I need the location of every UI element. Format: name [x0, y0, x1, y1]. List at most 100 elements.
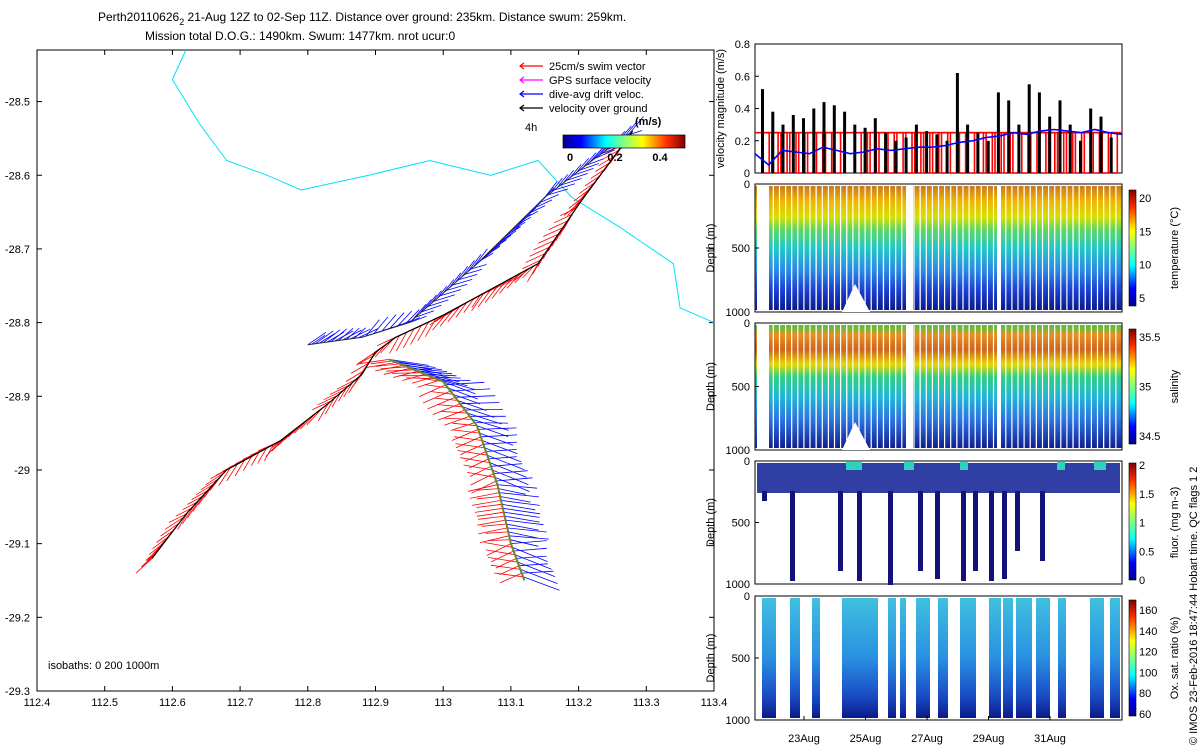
fluor-high-patch: [852, 462, 862, 470]
temperature-profile-column: [847, 186, 853, 310]
drift-vector: [517, 561, 556, 577]
temperature-profile-column: [981, 186, 987, 310]
temperature-ytick-label: 0: [744, 179, 750, 191]
salinity-profile-column: [1098, 325, 1103, 448]
swim-vector: [499, 572, 522, 584]
oxygen-profile-column: [900, 598, 906, 718]
map-panel: 112.4 112.5 112.6 112.7 112.8 112.9 113 113.1 11…: [5, 49, 727, 709]
swim-vector: [444, 415, 470, 426]
ground-speed-bar: [904, 137, 908, 173]
drift-vector: [514, 554, 552, 570]
salinity-data-gap: [997, 324, 1001, 449]
swim-vector: [457, 450, 488, 456]
ground-speed-bar: [925, 131, 929, 173]
salinity-profile-column: [951, 325, 957, 448]
temperature-colorbar-label: temperature (°C): [1169, 207, 1181, 289]
swim-vector: [417, 379, 440, 388]
swim-vector: [485, 549, 516, 556]
map-xtick-label: 113: [434, 697, 452, 709]
swim-vector: [476, 503, 502, 508]
temperature-profile-column: [1043, 186, 1048, 310]
drift-vector: [446, 284, 468, 291]
ground-speed-bar: [914, 124, 918, 173]
ground-speed-bar: [843, 111, 847, 173]
swim-vector: [522, 260, 541, 270]
swim-vector: [584, 175, 601, 187]
colorbar-tick-label: 0.2: [607, 152, 622, 164]
salinity-profile-column: [1024, 325, 1030, 448]
salinity-data-gap: [757, 324, 769, 449]
salinity-profile-column: [1067, 325, 1073, 448]
drift-vector: [473, 248, 488, 267]
salinity-profile-column: [1116, 325, 1122, 448]
swim-vector: [366, 362, 397, 368]
fluor-colorbar-tick: 1: [1139, 518, 1145, 530]
ground-speed-bar: [1007, 100, 1011, 173]
swim-vector: [380, 366, 408, 370]
oxygen-colorbar: [1128, 599, 1137, 717]
ground-speed-bar: [812, 108, 816, 173]
salinity-profile-column: [945, 325, 951, 448]
fluor-profile-column: [935, 491, 940, 579]
salinity-profile-column: [884, 325, 889, 448]
oxygen-profile-column: [938, 598, 948, 718]
salinity-profile-column: [859, 325, 865, 448]
drift-vector: [560, 178, 582, 186]
fluor-profile-column: [762, 491, 767, 501]
swim-vector: [486, 543, 512, 556]
ground-speed-bar: [863, 127, 867, 173]
drift-vector: [464, 269, 483, 275]
drift-vector: [522, 576, 560, 591]
fluor-colorbar: [1128, 462, 1137, 581]
drift-vector: [490, 239, 507, 251]
swim-vector: [471, 480, 497, 494]
legend-label: GPS surface velocity: [549, 75, 652, 87]
oxygen-profile-column: [1003, 598, 1013, 718]
temperature-profile-column: [945, 186, 951, 310]
drift-vector: [501, 503, 536, 511]
fluor-high-patch: [1057, 462, 1065, 470]
ground-speed-bar: [1068, 124, 1072, 173]
swim-vector: [471, 292, 485, 312]
oxygen-ylabel: Depth (m): [705, 634, 717, 683]
swim-vector: [250, 452, 260, 466]
swim-vector: [164, 516, 184, 530]
salinity-profile-column: [890, 325, 896, 448]
swim-vector: [477, 288, 492, 308]
legend-arrowhead: [519, 90, 525, 98]
salinity-profile-column: [1018, 325, 1024, 448]
temperature-profile-column: [884, 186, 889, 310]
temperature-profile-column: [1073, 186, 1079, 310]
swim-vector: [598, 156, 615, 167]
legend-arrowhead: [519, 104, 525, 112]
swim-vector: [317, 395, 338, 406]
swim-vector: [427, 396, 456, 410]
swim-vector: [306, 408, 323, 426]
salinity-profile-column: [853, 325, 859, 448]
fluor-profile-column: [1002, 491, 1007, 579]
salinity-profile-column: [816, 325, 822, 448]
swim-vector: [205, 472, 225, 486]
swim-vector: [469, 492, 500, 499]
ground-speed-bar: [976, 132, 980, 173]
drift-vector: [500, 500, 540, 506]
drift-vector: [595, 149, 616, 159]
drift-vector: [493, 234, 512, 248]
ground-speed-bar: [822, 102, 826, 173]
ground-speed-bar: [761, 89, 764, 173]
temperature-profile-column: [767, 186, 773, 310]
drift-vector: [505, 519, 544, 526]
oxygen-ytick-label: 500: [732, 653, 750, 665]
swim-vector: [438, 409, 466, 421]
salinity-profile-column: [1055, 325, 1061, 448]
swim-vector: [554, 214, 572, 224]
drift-vector: [485, 449, 517, 452]
salinity-profile-column: [841, 325, 847, 448]
swim-vector: [257, 448, 267, 464]
temperature-profile-column: [1116, 186, 1122, 310]
swim-vector: [452, 422, 478, 427]
drift-vector: [439, 379, 471, 381]
isobaths-label: isobaths: 0 200 1000m: [48, 660, 159, 672]
salinity-profile-column: [902, 325, 908, 448]
